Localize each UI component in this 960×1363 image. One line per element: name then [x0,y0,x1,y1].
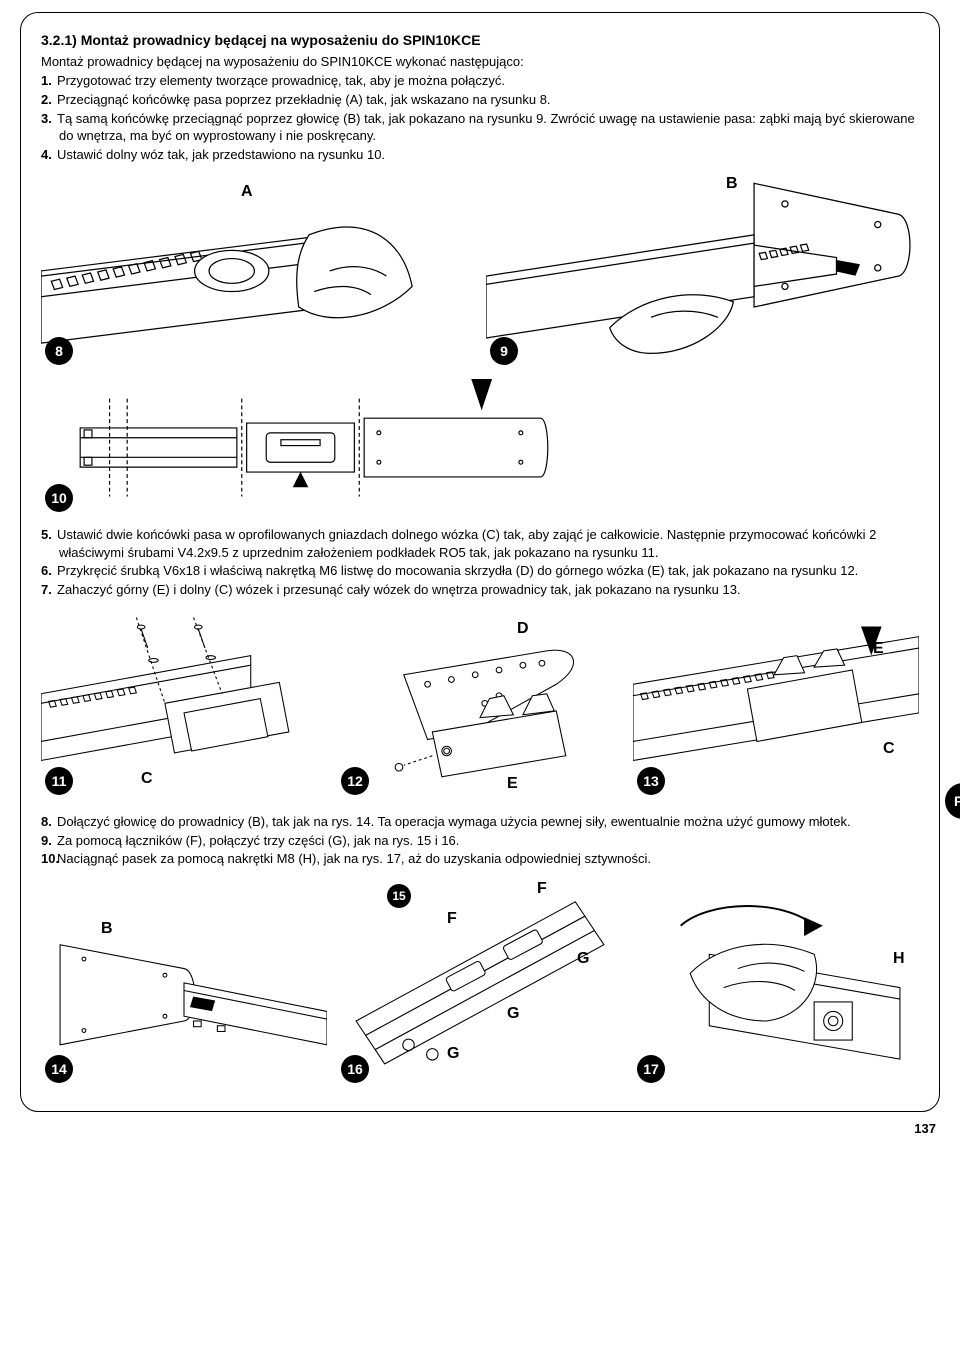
step-item: 3.Tą samą końcówkę przeciągnąć poprzez g… [41,110,919,145]
figure-8: A 8 [41,173,474,369]
figure-10-number: 10 [45,484,73,512]
figure-15-16: 15 F F G G G 16 [337,878,623,1088]
figure-16-label-G3: G [447,1043,459,1065]
figure-12-label-D: D [517,618,529,640]
step-item: 4.Ustawić dolny wóz tak, jak przedstawio… [41,146,919,164]
figure-15-16-svg [337,878,623,1088]
figure-row-14-16-17: B 14 15 F F G G G 16 [41,878,919,1088]
figure-row-11-12-13: C 11 D E 12 [41,608,919,799]
figure-14-label-B: B [101,918,113,940]
figure-14-svg [41,878,327,1088]
step-item: 10.Naciągnąć pasek za pomocą nakrętki M8… [41,850,919,868]
section-title: 3.2.1) Montaż prowadnicy będącej na wypo… [41,31,919,50]
figure-12: D E 12 [337,608,623,799]
page-frame: 3.2.1) Montaż prowadnicy będącej na wypo… [20,12,940,1112]
figure-16-label-G1: G [577,948,589,970]
step-item: 7.Zahaczyć górny (E) i dolny (C) wózek i… [41,581,919,599]
step-item: 6.Przykręcić śrubką V6x18 i właściwą nak… [41,562,919,580]
figure-11-label-C: C [141,768,153,790]
figure-17: H 17 [633,878,919,1088]
figure-11-svg [41,608,327,799]
figure-13-label-E: E [873,638,884,660]
figure-10: 10 [41,379,550,516]
figure-8-label-A: A [241,181,253,203]
figure-9: B 9 [486,173,919,369]
language-tab: PL [945,783,960,819]
figure-15-label-F2: F [537,878,547,900]
figure-11-number: 11 [45,767,73,795]
figure-10-svg [41,379,550,516]
figure-17-label-H: H [893,948,905,970]
figure-9-svg [486,173,919,369]
step-item: 5.Ustawić dwie końcówki pasa w oprofilow… [41,526,919,561]
figure-15-label-F1: F [447,908,457,930]
figure-8-svg [41,173,474,369]
figure-8-number: 8 [45,337,73,365]
figure-row-8-9: A 8 B 9 [41,173,919,369]
page-number: 137 [20,1120,940,1138]
figure-14: B 14 [41,878,327,1088]
step-item: 9.Za pomocą łączników (F), połączyć trzy… [41,832,919,850]
figure-13: E C 13 [633,608,919,799]
section-heading: Montaż prowadnicy będącej na wyposażeniu… [81,32,481,48]
steps-list-c: 8.Dołączyć głowicę do prowadnicy (B), ta… [41,813,919,868]
figure-12-number: 12 [341,767,369,795]
figure-13-label-C: C [883,738,895,760]
step-item: 2.Przeciągnąć końcówkę pasa poprzez prze… [41,91,919,109]
figure-12-label-E: E [507,773,518,795]
step-item: 1.Przygotować trzy elementy tworzące pro… [41,72,919,90]
intro-text: Montaż prowadnicy będącej na wyposażeniu… [41,53,919,71]
section-number: 3.2.1) [41,32,77,48]
steps-list-b: 5.Ustawić dwie końcówki pasa w oprofilow… [41,526,919,598]
figure-16-label-G2: G [507,1003,519,1025]
figure-11: C 11 [41,608,327,799]
steps-list-a: 1.Przygotować trzy elementy tworzące pro… [41,72,919,163]
figure-13-svg [633,608,919,799]
figure-9-number: 9 [490,337,518,365]
figure-13-number: 13 [637,767,665,795]
figure-17-svg [633,878,919,1088]
figure-row-10: 10 [41,379,919,516]
figure-15-number: 15 [387,884,411,908]
figure-12-svg [337,608,623,799]
step-item: 8.Dołączyć głowicę do prowadnicy (B), ta… [41,813,919,831]
figure-9-label-B: B [726,173,738,195]
